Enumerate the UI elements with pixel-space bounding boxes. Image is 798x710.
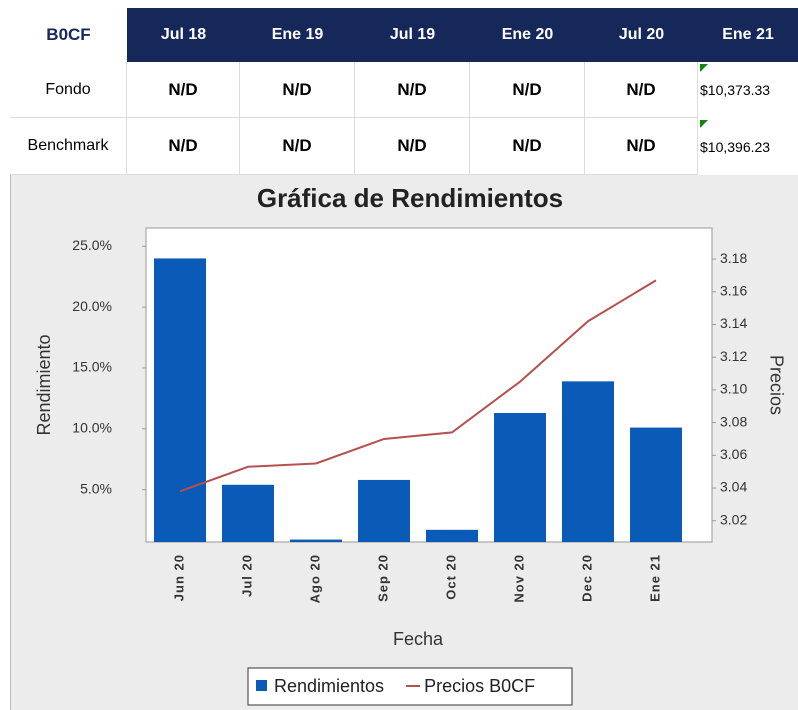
x-tick-label: Ene 21 [647, 554, 662, 602]
table-cell: N/D [470, 118, 585, 175]
x-tick-label: Jun 20 [171, 554, 186, 601]
y2-tick-label: 3.08 [720, 413, 747, 429]
y2-axis-title: Precios [766, 355, 786, 415]
y-tick-label: 25.0% [72, 237, 112, 253]
bar [358, 479, 410, 542]
y2-tick-label: 3.02 [720, 511, 747, 527]
y2-tick-label: 3.12 [720, 348, 747, 364]
table-cell: N/D [355, 118, 470, 175]
x-tick-label: Jul 20 [239, 554, 254, 597]
header-cell: B0CF [10, 8, 127, 62]
table-cell: Fondo [10, 62, 127, 118]
y-tick-label: 20.0% [72, 298, 112, 314]
x-tick-label: Dec 20 [579, 554, 594, 602]
y2-tick-label: 3.18 [720, 250, 747, 266]
y2-tick-label: 3.16 [720, 282, 747, 298]
header-cell: Jul 20 [585, 8, 698, 62]
y2-tick-label: 3.14 [720, 315, 747, 331]
bar [494, 412, 546, 542]
table-cell: N/D [470, 62, 585, 118]
bar [562, 381, 614, 542]
line [179, 279, 657, 493]
y-tick-label: 15.0% [72, 359, 112, 375]
bar [290, 539, 342, 542]
y2-tick-label: 3.10 [720, 381, 747, 397]
x-tick-label: Oct 20 [443, 554, 458, 600]
x-tick-label: Nov 20 [511, 554, 526, 603]
header-cell: Ene 20 [470, 8, 585, 62]
chart-title: Gráfica de Rendimientos [257, 183, 563, 213]
table-cell: N/D [585, 62, 698, 118]
x-tick-label: Sep 20 [375, 554, 390, 602]
header-cell: Jul 18 [127, 8, 240, 62]
bar [222, 484, 274, 542]
header-cell: Jul 19 [355, 8, 470, 62]
y2-tick-label: 3.06 [720, 446, 747, 462]
y2-tick-label: 3.04 [720, 479, 747, 495]
bar [630, 427, 682, 542]
bar [154, 258, 206, 542]
y-tick-label: 10.0% [72, 420, 112, 436]
table-cell: N/D [127, 118, 240, 175]
y-axis-title: Rendimiento [34, 334, 54, 435]
table-cell: Benchmark [10, 118, 127, 175]
legend-swatch [256, 680, 267, 691]
table-cell: N/D [240, 118, 355, 175]
summary-table: B0CF Jul 18 Ene 19 Jul 19 Ene 20 Jul 20 Ene 21… [0, 0, 798, 175]
table-cell: $10,396.23 [698, 118, 798, 175]
chart: Gráfica de Rendimientos Rendimiento Prec… [10, 175, 798, 710]
x-axis-title: Fecha [393, 629, 444, 649]
cell-flag [700, 64, 708, 72]
header-cell: Ene 21 [698, 8, 798, 62]
table-cell: N/D [585, 118, 698, 175]
bar [426, 529, 478, 542]
x-tick-label: Ago 20 [307, 554, 322, 603]
table-cell: N/D [240, 62, 355, 118]
legend-label: Rendimientos [274, 676, 384, 696]
table-cell: N/D [127, 62, 240, 118]
table-cell: N/D [355, 62, 470, 118]
cell-flag [700, 120, 708, 128]
y-tick-label: 5.0% [80, 480, 112, 496]
table-cell: $10,373.33 [698, 62, 798, 118]
header-cell: Ene 19 [240, 8, 355, 62]
legend-label: Precios B0CF [424, 676, 535, 696]
